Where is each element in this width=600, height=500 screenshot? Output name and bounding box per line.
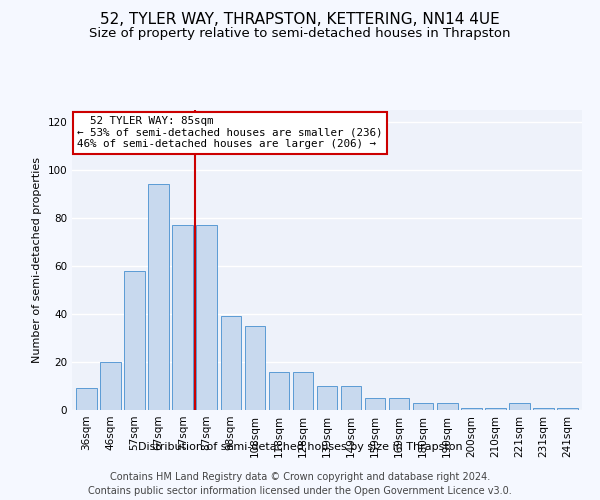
- Bar: [437, 403, 458, 410]
- Bar: [509, 403, 530, 410]
- Text: Contains HM Land Registry data © Crown copyright and database right 2024.: Contains HM Land Registry data © Crown c…: [110, 472, 490, 482]
- Bar: [196, 225, 217, 410]
- Text: Contains public sector information licensed under the Open Government Licence v3: Contains public sector information licen…: [88, 486, 512, 496]
- Bar: [100, 362, 121, 410]
- Bar: [148, 184, 169, 410]
- Bar: [221, 316, 241, 410]
- Bar: [76, 388, 97, 410]
- Text: Distribution of semi-detached houses by size in Thrapston: Distribution of semi-detached houses by …: [137, 442, 463, 452]
- Bar: [172, 225, 193, 410]
- Bar: [557, 408, 578, 410]
- Bar: [413, 403, 433, 410]
- Bar: [365, 398, 385, 410]
- Bar: [485, 408, 506, 410]
- Bar: [293, 372, 313, 410]
- Bar: [317, 386, 337, 410]
- Bar: [461, 408, 482, 410]
- Text: 52, TYLER WAY, THRAPSTON, KETTERING, NN14 4UE: 52, TYLER WAY, THRAPSTON, KETTERING, NN1…: [100, 12, 500, 28]
- Bar: [389, 398, 409, 410]
- Text: Size of property relative to semi-detached houses in Thrapston: Size of property relative to semi-detach…: [89, 28, 511, 40]
- Text: 52 TYLER WAY: 85sqm  
← 53% of semi-detached houses are smaller (236)
46% of sem: 52 TYLER WAY: 85sqm ← 53% of semi-detach…: [77, 116, 383, 149]
- Bar: [269, 372, 289, 410]
- Bar: [533, 408, 554, 410]
- Bar: [245, 326, 265, 410]
- Y-axis label: Number of semi-detached properties: Number of semi-detached properties: [32, 157, 42, 363]
- Bar: [341, 386, 361, 410]
- Bar: [124, 271, 145, 410]
